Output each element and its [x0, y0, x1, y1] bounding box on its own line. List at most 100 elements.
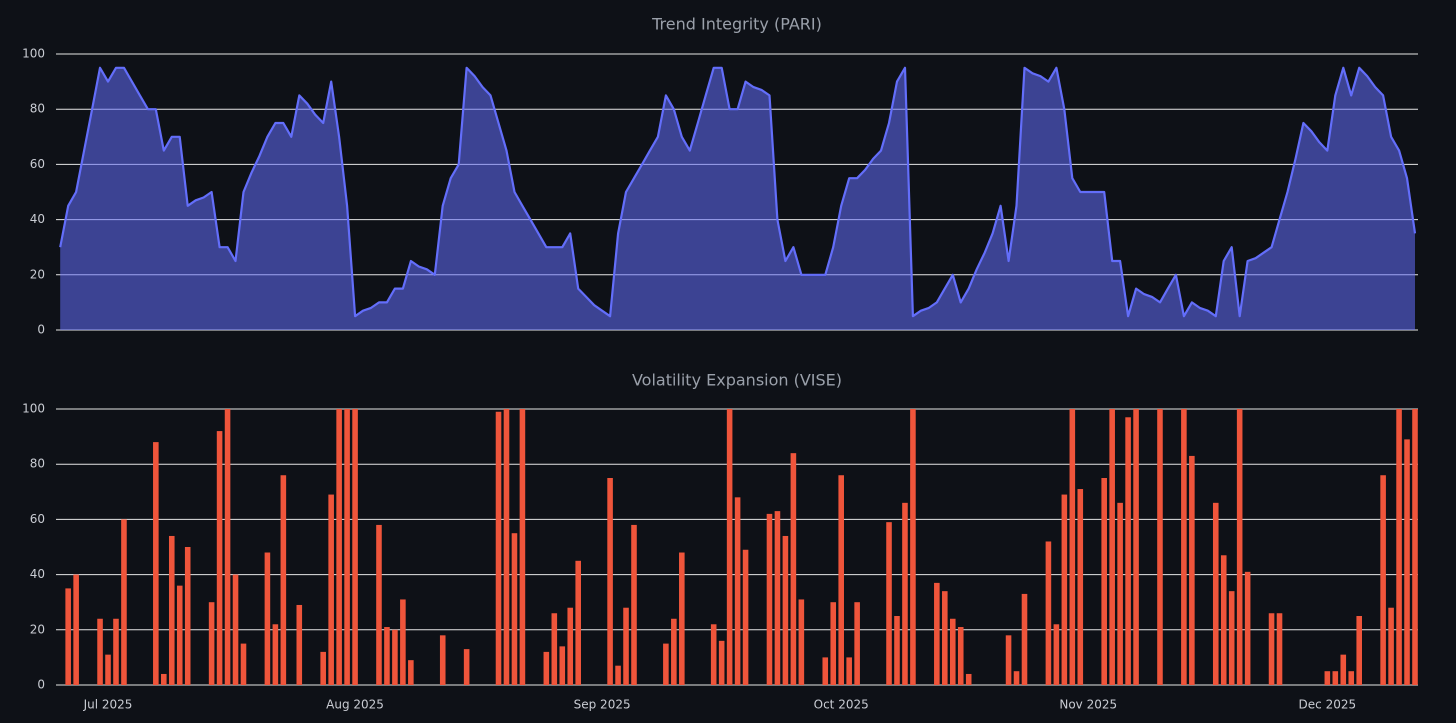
- bar: [742, 549, 749, 685]
- bar: [1125, 417, 1131, 685]
- bar: [65, 588, 71, 685]
- bar: [886, 522, 892, 685]
- bar: [1276, 613, 1283, 685]
- bar: [400, 599, 406, 685]
- bar: [774, 511, 781, 685]
- bar: [790, 453, 797, 685]
- bar: [575, 560, 582, 685]
- bar: [1388, 607, 1394, 685]
- bar: [1005, 635, 1012, 685]
- bar: [1133, 409, 1139, 685]
- bar: [1157, 409, 1163, 685]
- bar: [726, 409, 733, 685]
- bar: [1396, 409, 1402, 685]
- bar: [216, 431, 223, 685]
- x-tick-label: Nov 2025: [1059, 698, 1117, 712]
- bar: [894, 616, 900, 685]
- y-tick-label: 0: [37, 323, 45, 337]
- bar: [73, 574, 79, 685]
- bar: [121, 519, 127, 685]
- y-tick-label: 60: [30, 157, 45, 171]
- bar: [798, 599, 805, 685]
- bar: [280, 475, 287, 685]
- x-tick-label: Sep 2025: [574, 698, 631, 712]
- bar: [384, 627, 390, 685]
- bar: [1109, 409, 1115, 685]
- bar: [1412, 409, 1418, 685]
- bar: [1069, 409, 1076, 685]
- bar: [559, 646, 566, 685]
- bar: [965, 673, 972, 685]
- bar: [1348, 671, 1355, 685]
- bar: [949, 618, 956, 685]
- y-tick-label: 40: [30, 212, 45, 226]
- bar: [957, 627, 964, 685]
- bar: [1077, 489, 1084, 685]
- bar: [519, 409, 526, 685]
- y-tick-label: 20: [30, 622, 45, 636]
- bar: [830, 602, 837, 685]
- bar: [1332, 671, 1339, 685]
- x-tick-label: Jul 2025: [83, 698, 133, 712]
- bar: [1356, 616, 1363, 685]
- bar: [503, 409, 510, 685]
- bar: [1101, 478, 1107, 685]
- y-tick-label: 80: [30, 457, 45, 471]
- y-tick-label: 20: [30, 267, 45, 281]
- chart-title: Volatility Expansion (VISE): [632, 371, 842, 390]
- bar: [439, 635, 446, 685]
- bar: [567, 607, 574, 685]
- bar: [1053, 624, 1060, 685]
- bar: [766, 513, 773, 685]
- bar: [623, 607, 629, 685]
- bar: [1189, 455, 1195, 685]
- bar: [153, 442, 159, 685]
- bar: [1220, 555, 1227, 685]
- bar: [1324, 671, 1331, 685]
- x-tick-label: Dec 2025: [1299, 698, 1357, 712]
- bar: [264, 552, 271, 685]
- bar: [1181, 409, 1187, 685]
- bar: [1013, 671, 1020, 685]
- bar: [408, 660, 414, 685]
- bar: [176, 585, 183, 685]
- y-tick-label: 100: [22, 47, 45, 61]
- bar: [631, 524, 637, 685]
- bar: [376, 524, 382, 685]
- bar: [615, 665, 621, 685]
- bar: [934, 582, 940, 685]
- bar: [1212, 502, 1219, 685]
- bar: [551, 613, 558, 685]
- area-fill: [60, 67, 1416, 331]
- bar: [1340, 654, 1347, 685]
- bar: [679, 552, 685, 685]
- y-tick-label: 40: [30, 567, 45, 581]
- bar: [511, 533, 518, 685]
- x-tick-label: Oct 2025: [814, 698, 869, 712]
- bar: [240, 643, 247, 685]
- bar: [942, 591, 948, 685]
- bar: [822, 657, 829, 685]
- bar: [352, 409, 358, 685]
- y-tick-label: 100: [22, 402, 45, 416]
- bar: [1236, 409, 1243, 685]
- bar: [105, 654, 111, 685]
- bar: [463, 649, 470, 685]
- x-tick-label: Aug 2025: [326, 698, 384, 712]
- bar: [1045, 541, 1052, 685]
- y-tick-label: 80: [30, 102, 45, 116]
- bar: [710, 624, 717, 685]
- y-tick-label: 0: [37, 678, 45, 692]
- bar: [663, 643, 669, 685]
- bar: [1021, 593, 1028, 685]
- bar: [168, 535, 175, 685]
- bar: [910, 409, 916, 685]
- bar: [902, 502, 908, 685]
- bar: [1244, 571, 1251, 685]
- bar: [224, 409, 231, 685]
- bar: [328, 494, 334, 685]
- bar: [671, 618, 677, 685]
- bar: [607, 478, 613, 685]
- bar: [1061, 494, 1068, 685]
